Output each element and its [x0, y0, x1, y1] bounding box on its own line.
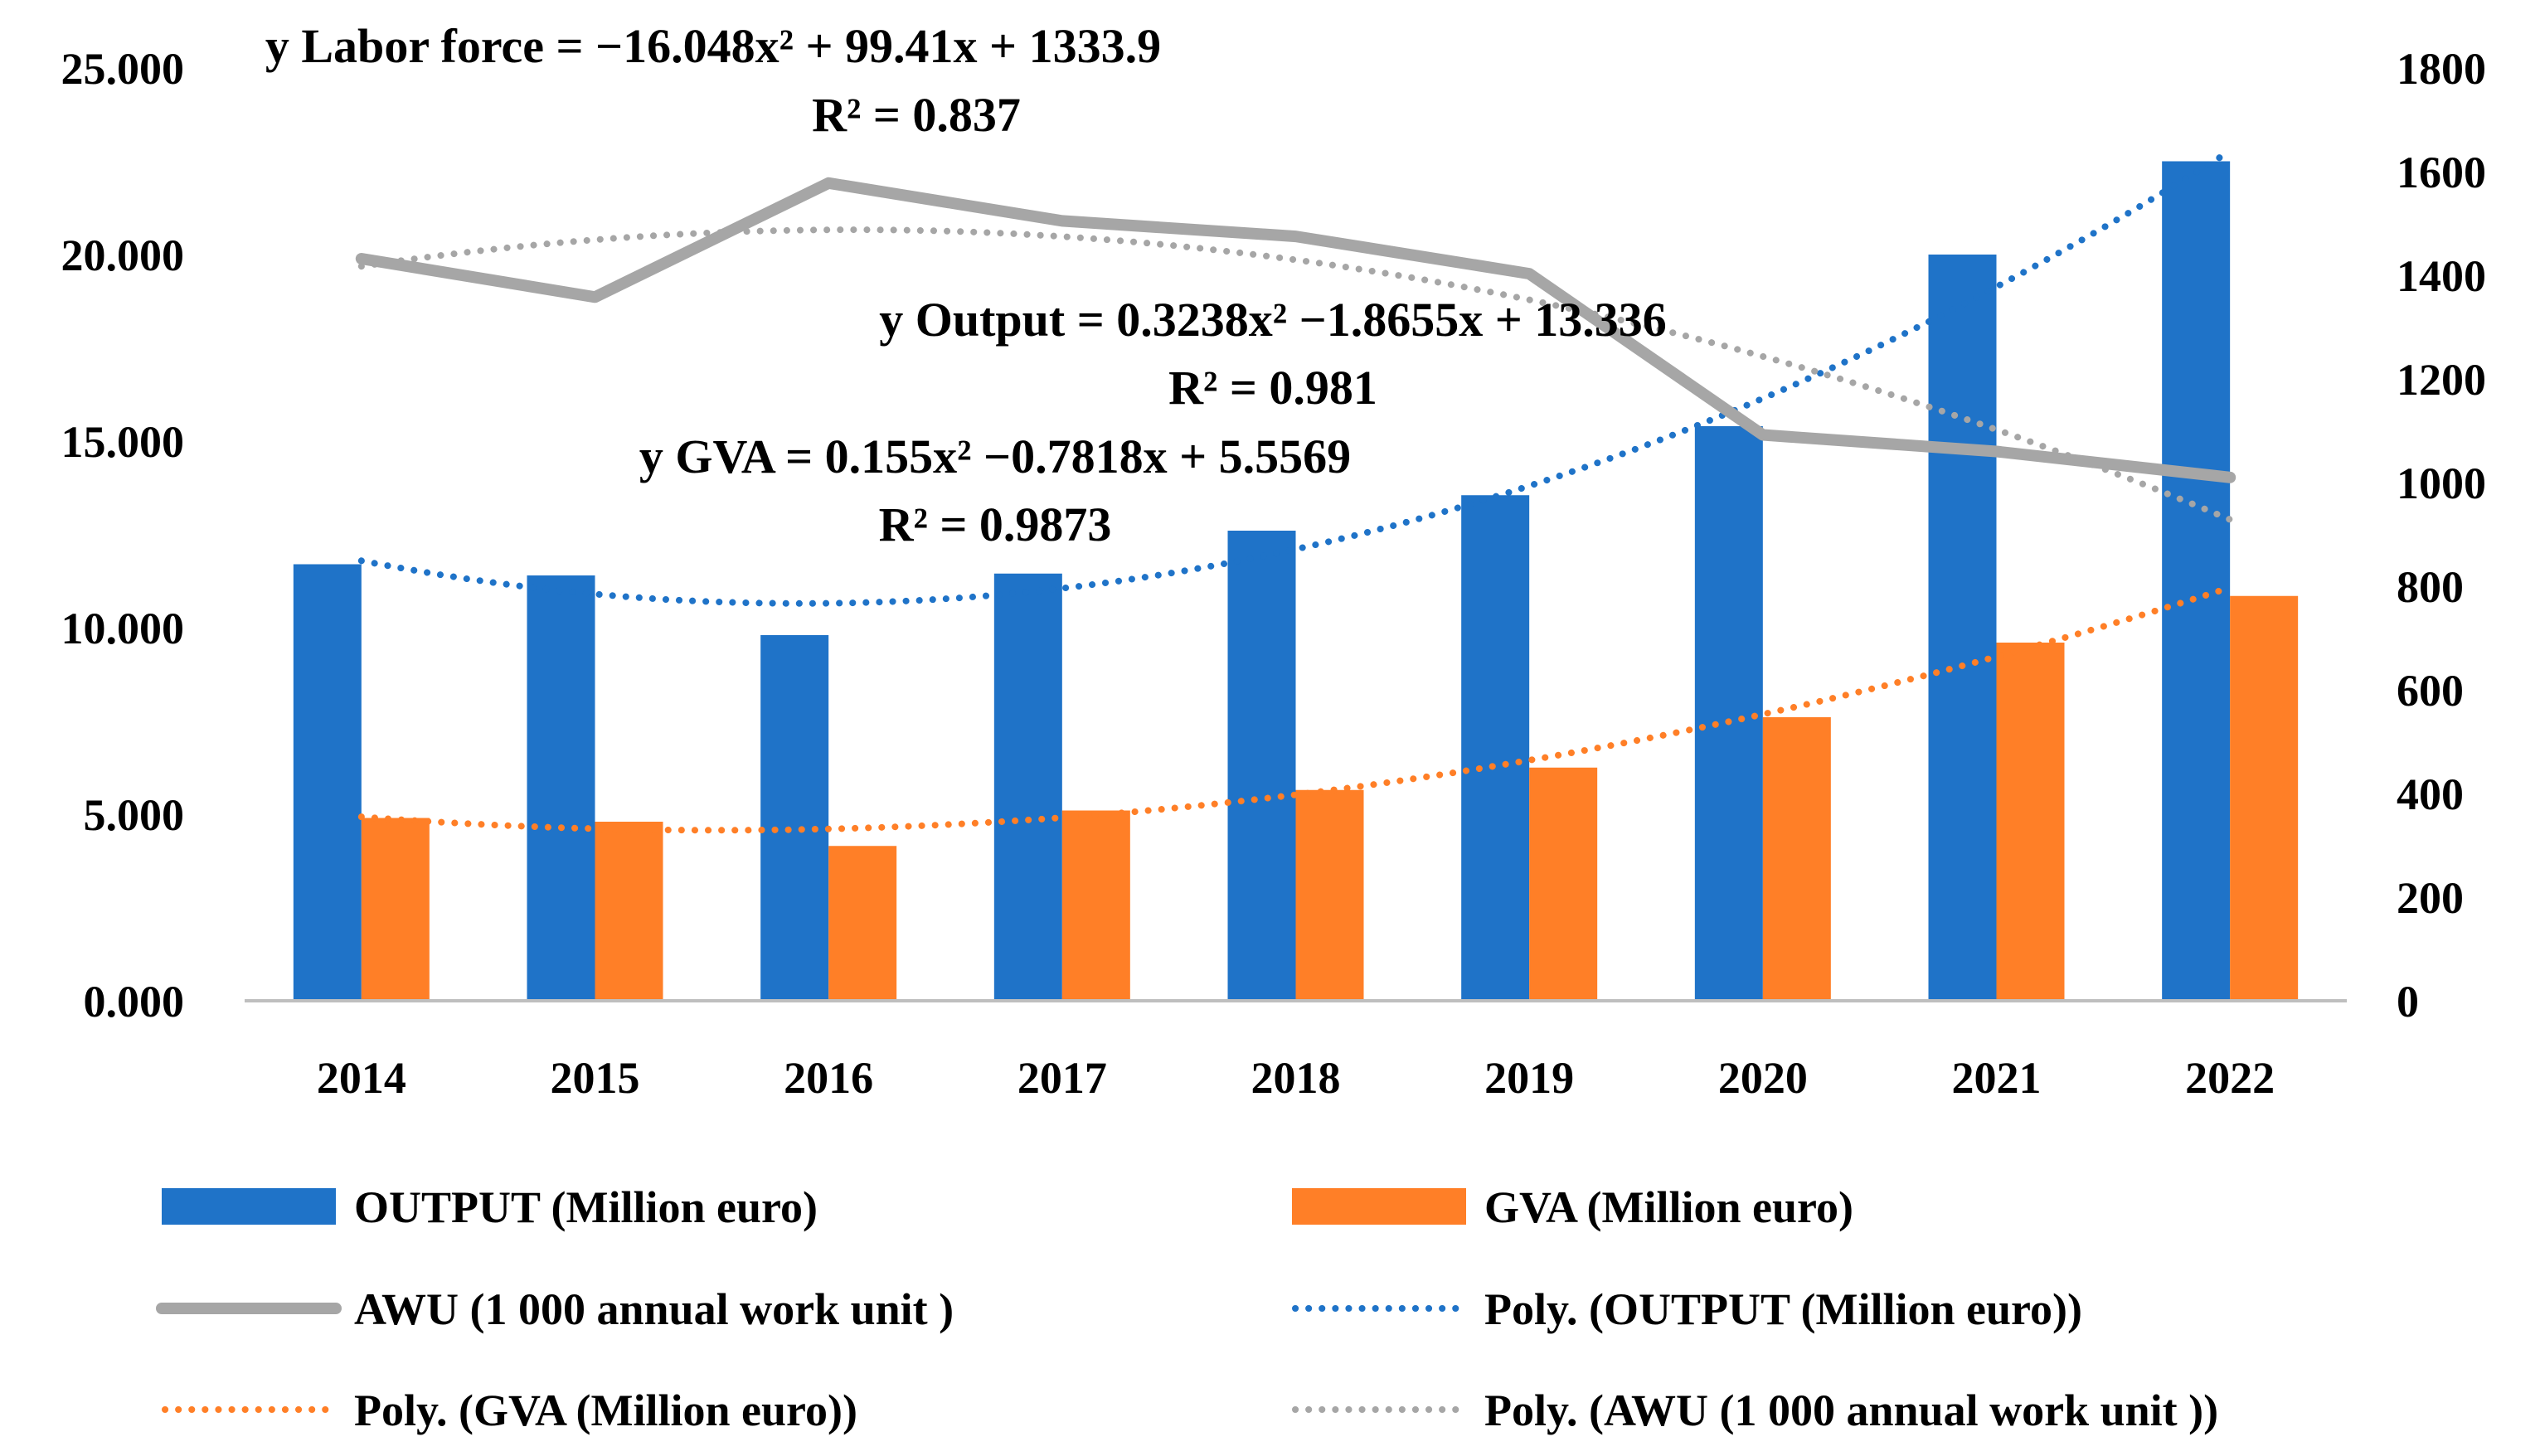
- y-right-tick-label: 1200: [2397, 355, 2486, 405]
- y-left-tick-label: 0.000: [84, 977, 185, 1026]
- bar-gva-2015: [595, 822, 663, 1001]
- bar-gva-2020: [1762, 717, 1831, 1001]
- output-r2: R² = 0.981: [1168, 361, 1377, 415]
- bar-gva-2019: [1529, 767, 1598, 1001]
- line-awu: [355, 177, 2236, 483]
- y-left-tick-label: 15.000: [61, 417, 185, 467]
- bar-output-2018: [1227, 531, 1296, 1001]
- output-equation: y Output = 0.3238x² −1.8655x + 13.336: [879, 293, 1667, 347]
- trendline-awu: [357, 226, 2234, 523]
- axes-layer: 0.000 5.000 10.000 15.000 20.000 25.000 0 200 40…: [61, 44, 2487, 1103]
- bar-gva-2021: [1996, 643, 2065, 1001]
- annotations: y Labor force = −16.048x² + 99.41x + 133…: [265, 19, 1667, 551]
- x-tick-label: 2017: [1017, 1053, 1107, 1103]
- legend-gva-swatch: [1292, 1188, 1466, 1225]
- bar-output-2015: [527, 575, 595, 1001]
- y-left-tick-label: 5.000: [84, 790, 185, 840]
- y-left-tick-label: 10.000: [61, 604, 185, 653]
- legend: OUTPUT (Million euro) GVA (Million euro) A…: [156, 1182, 2218, 1435]
- legend-poly-gva-label: Poly. (GVA (Million euro)): [354, 1386, 857, 1435]
- bar-gva-2014: [361, 818, 430, 1001]
- y-right-tick-label: 1000: [2397, 459, 2486, 508]
- x-tick-label: 2014: [317, 1053, 406, 1103]
- y-right-tick-label: 1600: [2397, 148, 2486, 197]
- x-tick-label: 2015: [551, 1053, 640, 1103]
- gva-equation: y GVA = 0.155x² −0.7818x + 5.5569: [639, 430, 1351, 483]
- trendline-output: [357, 148, 2234, 607]
- labor-r2: R² = 0.837: [812, 88, 1021, 142]
- legend-output-swatch: [162, 1188, 336, 1225]
- x-tick-label: 2020: [1718, 1053, 1808, 1103]
- legend-output-label: OUTPUT (Million euro): [354, 1182, 818, 1232]
- bar-output-2020: [1694, 426, 1763, 1001]
- x-tick-label: 2019: [1484, 1053, 1574, 1103]
- y-right-tick-label: 400: [2397, 769, 2464, 819]
- x-tick-label: 2022: [2185, 1053, 2275, 1103]
- x-tick-label: 2018: [1251, 1053, 1341, 1103]
- trendline-gva: [357, 584, 2234, 834]
- y-right-tick-label: 1400: [2397, 251, 2486, 301]
- bar-output-2014: [293, 564, 362, 1001]
- y-left-tick-label: 20.000: [61, 231, 185, 280]
- bar-output-2019: [1461, 495, 1530, 1001]
- y-right-tick-label: 0: [2397, 977, 2419, 1026]
- bar-output-2022: [2162, 161, 2231, 1001]
- y-left-tick-label: 25.000: [61, 44, 185, 94]
- legend-poly-output-label: Poly. (OUTPUT (Million euro)): [1484, 1284, 2082, 1334]
- y-right-tick-label: 1800: [2397, 44, 2486, 94]
- bar-gva-2017: [1061, 810, 1130, 1001]
- y-right-tick-label: 200: [2397, 873, 2464, 923]
- y-right-tick-label: 800: [2397, 562, 2464, 612]
- bar-output-2016: [760, 635, 829, 1001]
- bars-layer: [293, 161, 2299, 1001]
- legend-awu-label: AWU (1 000 annual work unit ): [354, 1284, 954, 1334]
- legend-poly-awu-label: Poly. (AWU (1 000 annual work unit )): [1484, 1386, 2218, 1435]
- lines-layer: [355, 148, 2236, 834]
- gva-r2: R² = 0.9873: [879, 497, 1112, 551]
- y-right-tick-label: 600: [2397, 666, 2464, 716]
- labor-equation: y Labor force = −16.048x² + 99.41x + 133…: [265, 19, 1161, 73]
- bar-gva-2016: [828, 846, 897, 1001]
- bar-output-2021: [1928, 255, 1997, 1001]
- legend-gva-label: GVA (Million euro): [1484, 1182, 1853, 1232]
- x-tick-label: 2021: [1952, 1053, 2042, 1103]
- bar-output-2017: [993, 573, 1062, 1001]
- x-tick-label: 2016: [784, 1053, 873, 1103]
- bar-gva-2018: [1295, 789, 1364, 1001]
- bar-gva-2022: [2230, 595, 2299, 1001]
